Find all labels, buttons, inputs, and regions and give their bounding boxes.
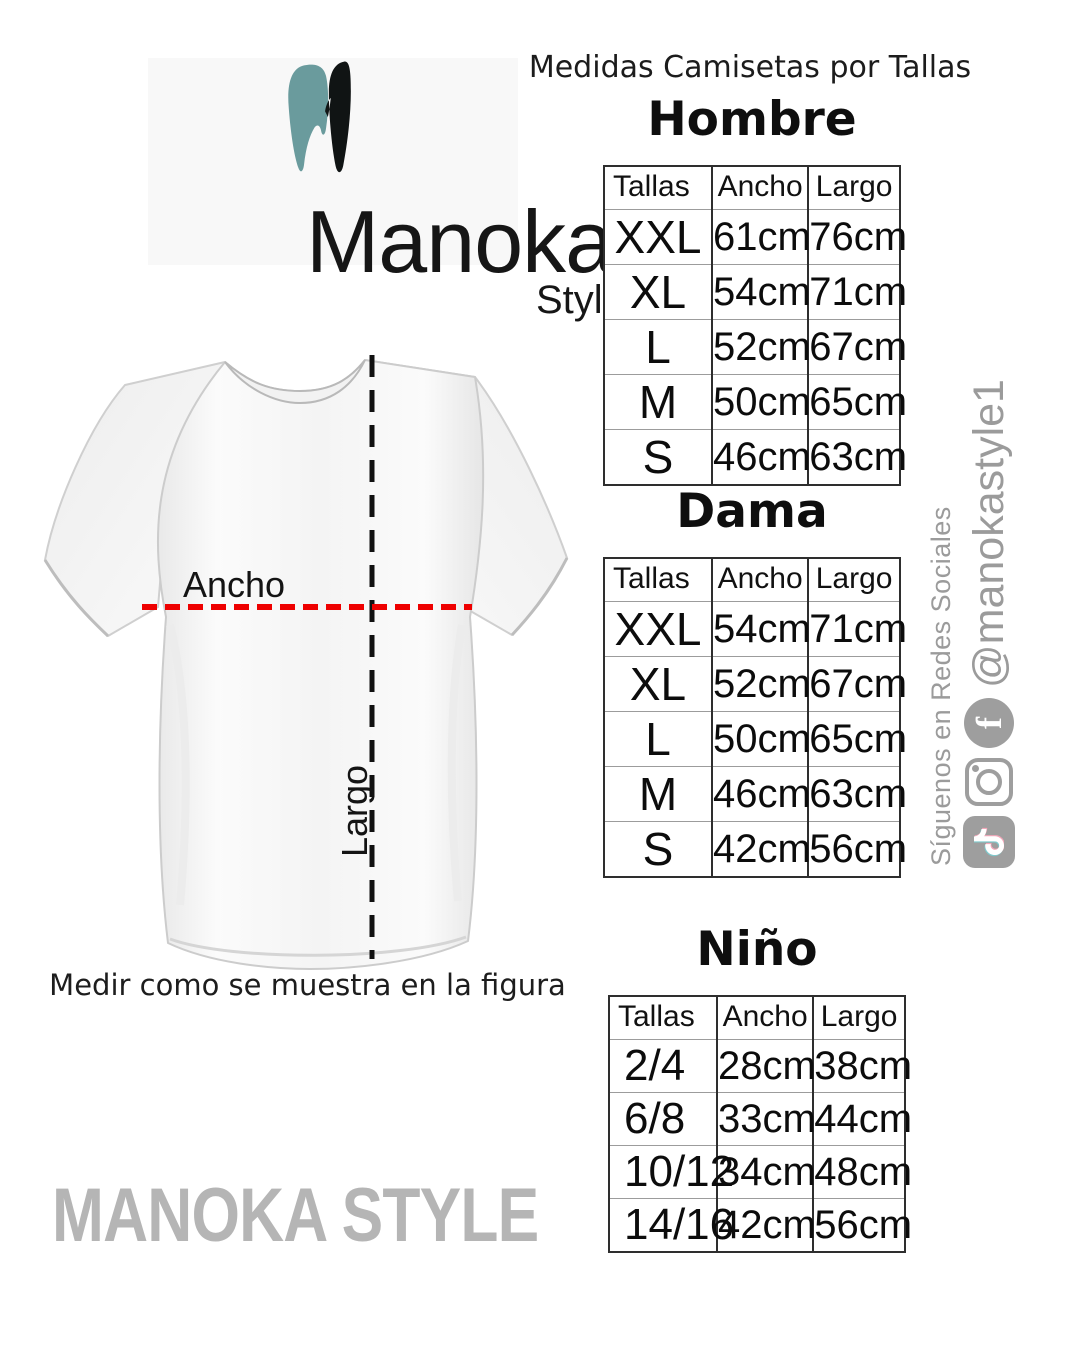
size-table-hombre: Tallas Ancho Largo XXL 61cm 76cm XL 54cm 71cm L 52… — [603, 165, 907, 486]
measure-cell: 42cm — [711, 821, 811, 877]
size-cell: L — [604, 319, 713, 375]
measure-cell: 44cm — [812, 1092, 912, 1146]
length-measure-label: Largo — [334, 764, 375, 858]
measure-cell: 56cm — [812, 1198, 912, 1252]
size-cell: 14/16 — [609, 1198, 734, 1252]
column-header: Largo — [812, 996, 905, 1040]
table-row: 2/4 28cm 38cm — [609, 1039, 912, 1093]
column-header: Largo — [807, 558, 900, 602]
measure-cell: 52cm — [711, 319, 811, 375]
measure-cell: 54cm — [711, 601, 811, 657]
column-header: Largo — [807, 166, 900, 210]
size-cell: XXL — [614, 211, 702, 263]
table-row: L 50cm 65cm — [604, 711, 907, 767]
measure-cell: 46cm — [711, 766, 811, 822]
social-sidebar: Síguenos en Redes Sociales f @manokastyl… — [926, 379, 1015, 868]
table-row: XXL 54cm 71cm — [604, 601, 907, 657]
measure-cell: 34cm — [716, 1145, 816, 1199]
size-cell: S — [604, 429, 713, 485]
measure-cell: 65cm — [807, 711, 907, 767]
table-row: XXL 61cm 76cm — [604, 209, 907, 265]
measure-cell: 71cm — [807, 601, 907, 657]
measure-cell: 65cm — [807, 374, 907, 430]
tiktok-icon — [963, 816, 1015, 868]
measure-cell: 67cm — [807, 319, 907, 375]
column-header: Tallas — [604, 558, 713, 602]
logo-wordmark: Manoka — [306, 192, 614, 291]
measure-cell: 42cm — [716, 1198, 816, 1252]
table-row: 6/8 33cm 44cm — [609, 1092, 912, 1146]
measure-cell: 67cm — [807, 656, 907, 712]
size-cell: XL — [604, 656, 713, 712]
table-row: 10/12 34cm 48cm — [609, 1145, 912, 1199]
size-cell: XL — [604, 264, 713, 320]
measure-cell: 63cm — [807, 766, 907, 822]
section-hombre: Hombre Tallas Ancho Largo XXL 61cm 76cm XL 54cm… — [603, 92, 907, 486]
size-table-dama: Tallas Ancho Largo XXL 54cm 71cm XL 52cm 67cm L 50… — [603, 557, 907, 878]
table-row: L 52cm 67cm — [604, 319, 907, 375]
size-cell: 6/8 — [609, 1092, 718, 1146]
measure-cell: 71cm — [807, 264, 907, 320]
column-header: Tallas — [609, 996, 718, 1040]
table-row: S 42cm 56cm — [604, 821, 907, 877]
size-cell: 2/4 — [624, 1041, 686, 1090]
facebook-icon: f — [964, 698, 1014, 748]
measure-cell: 61cm — [711, 209, 811, 265]
measure-cell: 50cm — [711, 374, 811, 430]
brand-watermark: MANOKA STYLE — [52, 1173, 539, 1258]
measure-cell: 48cm — [812, 1145, 912, 1199]
section-nino: Niño Tallas Ancho Largo 2/4 28cm 38cm 6/8 33cm 4… — [608, 922, 912, 1253]
measure-cell: 56cm — [807, 821, 907, 877]
section-title-dama: Dama — [676, 484, 828, 539]
column-header: Ancho — [716, 996, 814, 1040]
measure-cell: 76cm — [807, 209, 907, 265]
manoka-m-logo-icon — [288, 61, 351, 173]
measure-cell: 63cm — [807, 429, 907, 485]
table-row: S 46cm 63cm — [604, 429, 907, 485]
size-cell: S — [604, 821, 713, 877]
size-table-nino: Tallas Ancho Largo 2/4 28cm 38cm 6/8 33cm 44cm 10… — [608, 995, 912, 1253]
measure-cell: 28cm — [716, 1039, 816, 1093]
tshirt-illustration-icon — [43, 355, 569, 970]
section-dama: Dama Tallas Ancho Largo XXL 54cm 71cm XL 52cm 67… — [603, 484, 907, 878]
table-row: XL 54cm 71cm — [604, 264, 907, 320]
section-title-hombre: Hombre — [647, 92, 857, 147]
measure-cell: 33cm — [716, 1092, 816, 1146]
instagram-icon — [965, 758, 1013, 806]
width-measure-label: Ancho — [183, 564, 286, 605]
measure-cell: 52cm — [711, 656, 811, 712]
column-header: Ancho — [711, 166, 809, 210]
page-title: Medidas Camisetas por Tallas — [528, 50, 972, 85]
table-row: M 50cm 65cm — [604, 374, 907, 430]
size-cell: 10/12 — [609, 1145, 734, 1199]
column-header: Tallas — [604, 166, 713, 210]
follow-us-text: Síguenos en Redes Sociales — [926, 506, 956, 866]
size-cell: L — [604, 711, 713, 767]
tshirt-figure — [20, 345, 590, 970]
measure-cell: 38cm — [812, 1039, 912, 1093]
table-row: 14/16 42cm 56cm — [609, 1198, 912, 1252]
measure-cell: 54cm — [711, 264, 811, 320]
measure-cell: 46cm — [711, 429, 811, 485]
table-row: M 46cm 63cm — [604, 766, 907, 822]
size-cell: XXL — [614, 603, 702, 655]
table-row: XL 52cm 67cm — [604, 656, 907, 712]
column-header: Ancho — [711, 558, 809, 602]
logo-block: Manoka Style — [148, 58, 625, 322]
size-cell: M — [604, 374, 713, 430]
size-cell: M — [604, 766, 713, 822]
figure-caption: Medir como se muestra en la figura — [49, 968, 566, 1002]
section-title-nino: Niño — [696, 922, 818, 977]
measure-cell: 50cm — [711, 711, 811, 767]
social-handle: @manokastyle1 — [964, 379, 1013, 688]
